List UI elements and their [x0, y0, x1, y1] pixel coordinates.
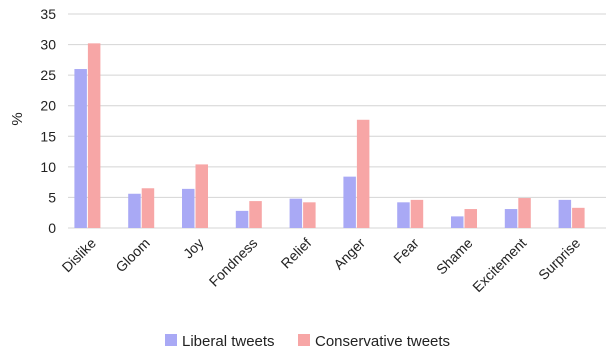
gridlines [68, 13, 606, 229]
bar-conservative-fondness [249, 201, 262, 228]
x-tick-label: Surprise [535, 235, 583, 283]
bar-liberal-surprise [558, 199, 572, 228]
bar-conservative-anger [356, 119, 370, 228]
x-tick-label: Joy [180, 235, 207, 262]
y-tick-labels: 0 5 10 15 20 25 30 35 [40, 6, 56, 236]
y-tick-label: 30 [40, 37, 56, 53]
legend-swatch [165, 334, 177, 346]
y-tick-label: 10 [40, 159, 56, 175]
bar-conservative-fear [410, 199, 424, 228]
y-tick-label: 20 [40, 98, 56, 114]
x-tick-labels: Dislike Gloom Joy Fondness Relief Anger Fear Sh… [59, 235, 584, 296]
bar-liberal-shame [451, 216, 464, 228]
legend-swatch [298, 334, 310, 346]
x-tick-label: Excitement [469, 235, 529, 295]
y-tick-label: 25 [40, 67, 56, 83]
y-tick-label: 5 [48, 189, 56, 205]
bar-liberal-fondness [235, 210, 249, 228]
x-tick-label: Anger [330, 235, 368, 273]
x-tick-label: Gloom [112, 235, 152, 275]
legend: Liberal tweets Conservative tweets [165, 333, 450, 350]
bar-liberal-joy [182, 188, 195, 228]
x-tick-label: Dislike [59, 235, 100, 276]
x-tick-label: Fondness [206, 235, 261, 290]
bar-conservative-joy [195, 164, 208, 228]
bars [74, 43, 585, 229]
x-tick-label: Fear [390, 235, 422, 267]
bar-conservative-relief [303, 202, 316, 228]
bar-liberal-fear [397, 202, 410, 228]
y-tick-label: 0 [48, 220, 56, 236]
y-axis-label: % [9, 112, 26, 125]
legend-label: Liberal tweets [182, 333, 275, 350]
bar-liberal-excitement [504, 209, 518, 228]
legend-label: Conservative tweets [315, 333, 450, 350]
bar-conservative-shame [464, 209, 477, 228]
bar-conservative-surprise [572, 207, 585, 228]
bar-liberal-gloom [128, 193, 141, 228]
y-tick-label: 15 [40, 128, 56, 144]
x-tick-label: Relief [278, 235, 315, 272]
bar-conservative-excitement [518, 198, 531, 228]
bar-liberal-dislike [74, 69, 87, 229]
y-tick-label: 35 [40, 6, 56, 22]
x-tick-label: Shame [433, 235, 476, 278]
bar-conservative-gloom [141, 188, 155, 228]
bar-liberal-relief [289, 198, 303, 228]
bar-conservative-dislike [87, 43, 101, 228]
bar-liberal-anger [343, 176, 356, 228]
